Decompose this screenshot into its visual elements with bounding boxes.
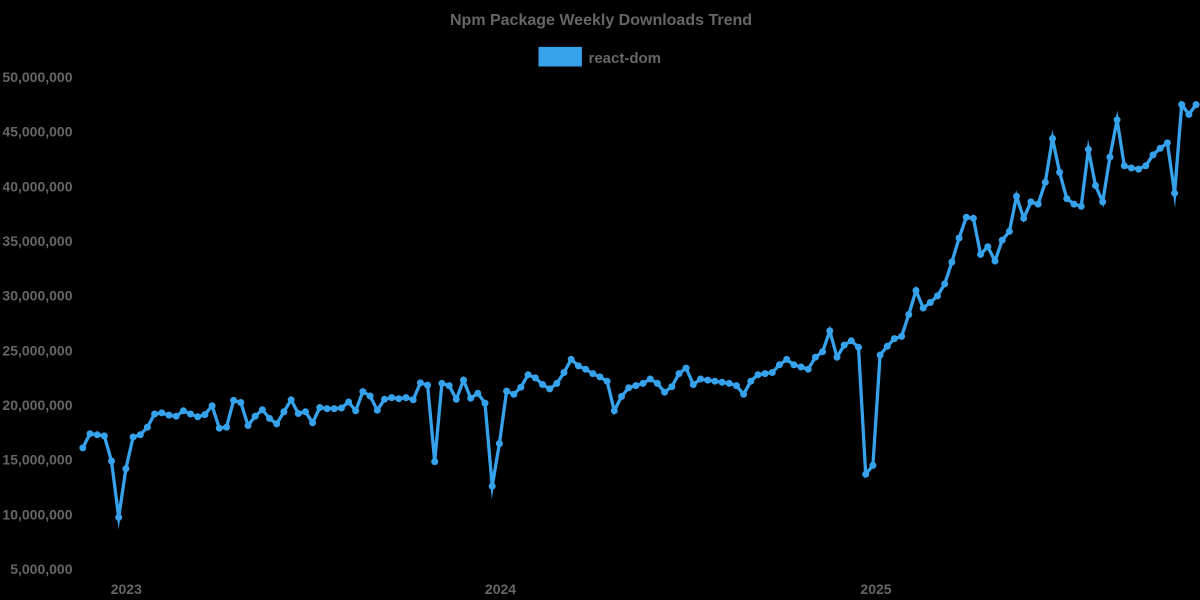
svg-text:20,000,000: 20,000,000 [2, 397, 72, 413]
svg-text:2024: 2024 [485, 581, 516, 597]
svg-text:25,000,000: 25,000,000 [2, 342, 72, 358]
svg-text:50,000,000: 50,000,000 [2, 69, 72, 85]
svg-text:2023: 2023 [111, 581, 142, 597]
svg-text:15,000,000: 15,000,000 [2, 452, 72, 468]
svg-text:react-dom: react-dom [589, 50, 662, 67]
svg-text:45,000,000: 45,000,000 [2, 124, 72, 140]
svg-text:35,000,000: 35,000,000 [2, 233, 72, 249]
svg-text:10,000,000: 10,000,000 [2, 506, 72, 522]
svg-text:30,000,000: 30,000,000 [2, 288, 72, 304]
svg-text:Npm Package Weekly Downloads T: Npm Package Weekly Downloads Trend [450, 12, 752, 29]
svg-text:2025: 2025 [860, 581, 891, 597]
svg-text:5,000,000: 5,000,000 [10, 561, 72, 577]
svg-text:40,000,000: 40,000,000 [2, 178, 72, 194]
